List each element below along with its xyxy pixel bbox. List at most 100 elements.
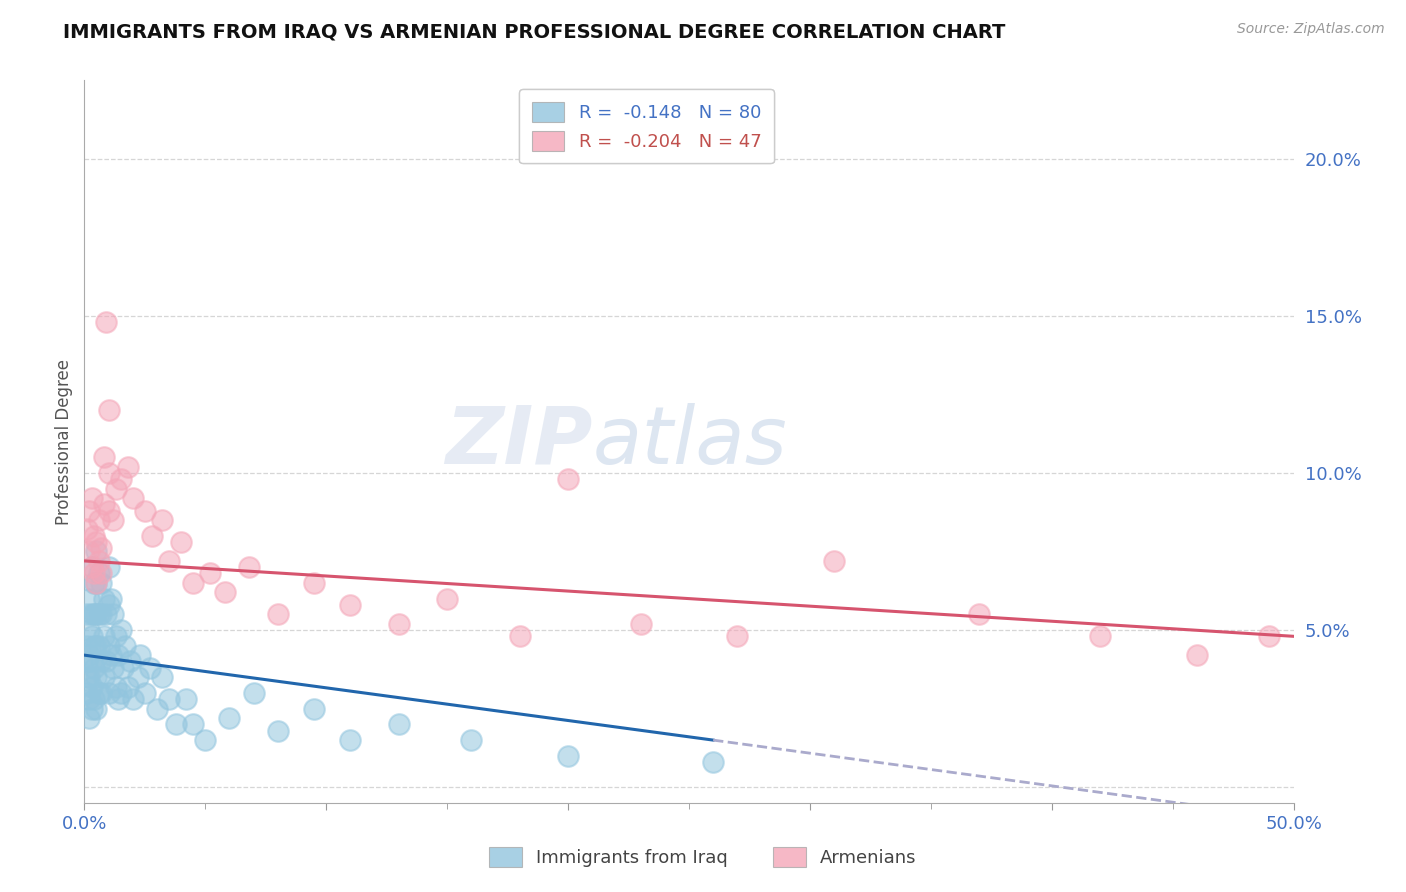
Point [823,554,845,568]
Point [1258,629,1281,643]
Point [302,701,325,715]
Point [76,523,98,537]
Legend: R =  -0.148   N = 80, R =  -0.204   N = 47: R = -0.148 N = 80, R = -0.204 N = 47 [519,89,775,163]
Point [103,513,125,527]
Point [181,717,204,731]
Point [557,748,579,763]
Point [267,607,290,622]
Point [1185,648,1208,662]
Point [86,575,108,590]
Point [141,529,163,543]
Point [97,598,120,612]
Point [90,686,112,700]
Point [725,629,748,643]
Point [86,607,108,622]
Point [80,560,103,574]
Point [146,701,169,715]
Point [112,661,135,675]
Point [121,491,143,505]
Point [93,629,115,643]
Point [93,450,115,465]
Point [90,566,112,581]
Point [93,670,115,684]
Point [267,723,290,738]
Point [198,566,221,581]
Point [170,535,193,549]
Point [114,639,136,653]
Point [150,670,173,684]
Point [90,575,112,590]
Point [76,670,98,684]
Legend: Immigrants from Iraq, Armenians: Immigrants from Iraq, Armenians [482,839,924,874]
Point [460,733,482,747]
Point [339,598,361,612]
Point [80,607,103,622]
Point [83,575,105,590]
Point [302,575,325,590]
Point [388,717,411,731]
Point [117,459,139,474]
Point [97,503,120,517]
Point [87,607,110,622]
Point [83,661,105,675]
Point [86,535,108,549]
Point [120,655,142,669]
Point [86,670,108,684]
Point [80,491,103,505]
Point [87,639,110,653]
Point [90,541,112,556]
Point [157,554,180,568]
Point [110,623,132,637]
Point [76,607,98,622]
Point [107,692,129,706]
Point [436,591,458,606]
Point [967,607,990,622]
Point [157,692,180,706]
Point [134,503,156,517]
Point [509,629,531,643]
Point [87,554,110,568]
Text: atlas: atlas [592,402,787,481]
Point [90,655,112,669]
Point [97,466,120,480]
Point [93,591,115,606]
Point [94,655,117,669]
Point [100,648,122,662]
Point [630,616,652,631]
Point [117,680,139,694]
Point [242,686,264,700]
Point [80,560,103,574]
Point [121,692,143,706]
Point [103,661,125,675]
Point [181,575,204,590]
Point [83,607,105,622]
Point [77,648,100,662]
Point [76,639,98,653]
Point [94,315,117,329]
Point [1088,629,1111,643]
Point [557,472,579,486]
Point [388,616,411,631]
Point [134,686,156,700]
Point [702,755,724,769]
Point [214,585,236,599]
Point [83,692,105,706]
Point [97,686,120,700]
Text: ZIP: ZIP [444,402,592,481]
Point [83,529,105,543]
Point [77,711,100,725]
Point [87,513,110,527]
Text: IMMIGRANTS FROM IRAQ VS ARMENIAN PROFESSIONAL DEGREE CORRELATION CHART: IMMIGRANTS FROM IRAQ VS ARMENIAN PROFESS… [63,22,1005,41]
Point [83,639,105,653]
Point [103,607,125,622]
Point [218,711,240,725]
Point [86,701,108,715]
Point [174,692,197,706]
Point [150,513,173,527]
Point [77,544,100,558]
Point [107,648,129,662]
Point [104,680,127,694]
Point [104,482,127,496]
Point [110,686,132,700]
Point [87,686,110,700]
